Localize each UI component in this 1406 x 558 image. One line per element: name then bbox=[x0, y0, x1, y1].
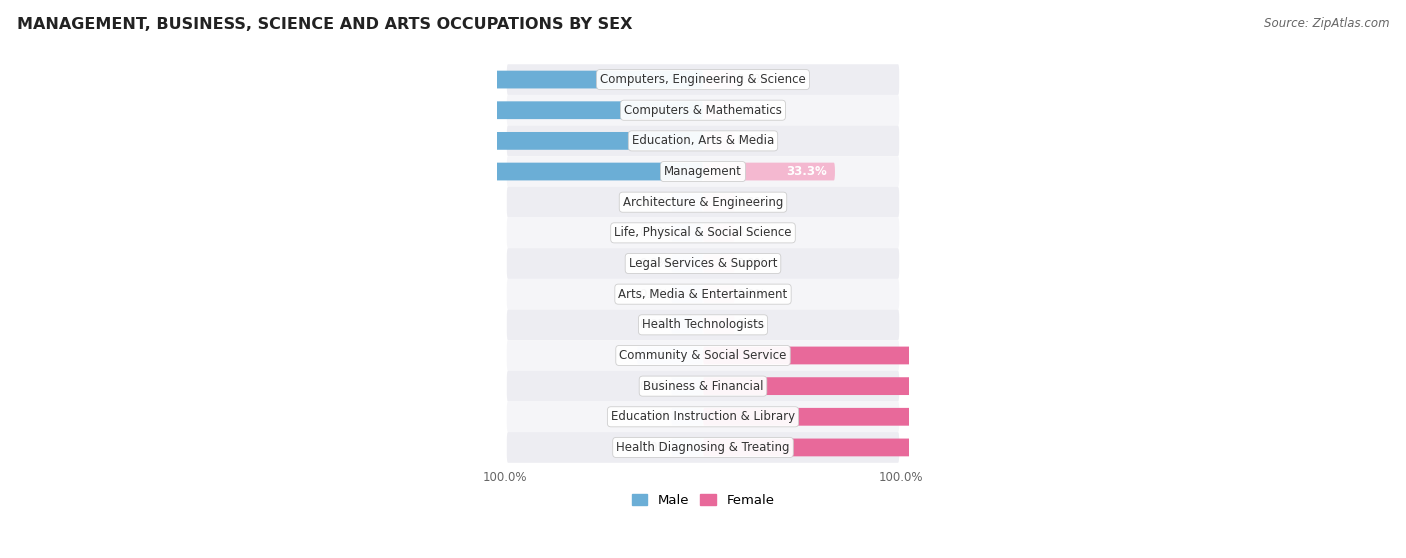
FancyBboxPatch shape bbox=[637, 347, 703, 364]
Text: Computers, Engineering & Science: Computers, Engineering & Science bbox=[600, 73, 806, 86]
Text: 66.7%: 66.7% bbox=[447, 165, 488, 178]
Text: 0.0%: 0.0% bbox=[737, 104, 766, 117]
Legend: Male, Female: Male, Female bbox=[626, 488, 780, 512]
FancyBboxPatch shape bbox=[671, 254, 703, 272]
FancyBboxPatch shape bbox=[506, 64, 900, 95]
FancyBboxPatch shape bbox=[703, 285, 735, 303]
FancyBboxPatch shape bbox=[506, 401, 900, 432]
FancyBboxPatch shape bbox=[703, 71, 735, 89]
FancyBboxPatch shape bbox=[703, 193, 735, 211]
Text: 0.0%: 0.0% bbox=[737, 134, 766, 147]
FancyBboxPatch shape bbox=[703, 316, 735, 334]
Text: 0.0%: 0.0% bbox=[640, 227, 669, 239]
Text: Community & Social Service: Community & Social Service bbox=[619, 349, 787, 362]
FancyBboxPatch shape bbox=[671, 316, 703, 334]
Text: Health Diagnosing & Treating: Health Diagnosing & Treating bbox=[616, 441, 790, 454]
FancyBboxPatch shape bbox=[671, 439, 703, 456]
Text: 0.0%: 0.0% bbox=[640, 441, 669, 454]
Text: 100.0%: 100.0% bbox=[315, 134, 364, 147]
FancyBboxPatch shape bbox=[703, 224, 735, 242]
Text: Health Technologists: Health Technologists bbox=[643, 318, 763, 331]
Text: 33.3%: 33.3% bbox=[786, 165, 827, 178]
Text: Legal Services & Support: Legal Services & Support bbox=[628, 257, 778, 270]
Text: Life, Physical & Social Science: Life, Physical & Social Science bbox=[614, 227, 792, 239]
FancyBboxPatch shape bbox=[506, 310, 900, 340]
FancyBboxPatch shape bbox=[506, 432, 900, 463]
Text: 0.0%: 0.0% bbox=[737, 288, 766, 301]
FancyBboxPatch shape bbox=[506, 95, 900, 126]
Text: Education Instruction & Library: Education Instruction & Library bbox=[612, 410, 794, 424]
Text: 100.0%: 100.0% bbox=[315, 73, 364, 86]
Text: Education, Arts & Media: Education, Arts & Media bbox=[631, 134, 775, 147]
Text: MANAGEMENT, BUSINESS, SCIENCE AND ARTS OCCUPATIONS BY SEX: MANAGEMENT, BUSINESS, SCIENCE AND ARTS O… bbox=[17, 17, 633, 32]
Text: 0.0%: 0.0% bbox=[737, 318, 766, 331]
Text: 0.0%: 0.0% bbox=[640, 288, 669, 301]
Text: 100.0%: 100.0% bbox=[1042, 410, 1091, 424]
FancyBboxPatch shape bbox=[506, 126, 900, 156]
Text: 0.0%: 0.0% bbox=[640, 379, 669, 393]
FancyBboxPatch shape bbox=[506, 187, 900, 218]
Text: 0.0%: 0.0% bbox=[737, 227, 766, 239]
Text: 100.0%: 100.0% bbox=[1042, 379, 1091, 393]
Text: Source: ZipAtlas.com: Source: ZipAtlas.com bbox=[1264, 17, 1389, 30]
Text: 0.0%: 0.0% bbox=[640, 257, 669, 270]
Text: 0.0%: 0.0% bbox=[640, 318, 669, 331]
FancyBboxPatch shape bbox=[506, 371, 900, 401]
FancyBboxPatch shape bbox=[506, 279, 900, 310]
FancyBboxPatch shape bbox=[506, 218, 900, 248]
Text: 16.7%: 16.7% bbox=[645, 349, 686, 362]
Text: Business & Financial: Business & Financial bbox=[643, 379, 763, 393]
FancyBboxPatch shape bbox=[703, 439, 1099, 456]
FancyBboxPatch shape bbox=[703, 132, 735, 150]
Text: 100.0%: 100.0% bbox=[1042, 441, 1091, 454]
FancyBboxPatch shape bbox=[703, 408, 1099, 426]
FancyBboxPatch shape bbox=[307, 102, 703, 119]
Text: Arts, Media & Entertainment: Arts, Media & Entertainment bbox=[619, 288, 787, 301]
Text: 0.0%: 0.0% bbox=[737, 73, 766, 86]
FancyBboxPatch shape bbox=[703, 377, 1099, 395]
Text: Computers & Mathematics: Computers & Mathematics bbox=[624, 104, 782, 117]
FancyBboxPatch shape bbox=[703, 347, 1033, 364]
Text: 0.0%: 0.0% bbox=[737, 257, 766, 270]
FancyBboxPatch shape bbox=[671, 408, 703, 426]
FancyBboxPatch shape bbox=[671, 285, 703, 303]
FancyBboxPatch shape bbox=[506, 340, 900, 371]
FancyBboxPatch shape bbox=[671, 193, 703, 211]
FancyBboxPatch shape bbox=[439, 162, 703, 180]
FancyBboxPatch shape bbox=[307, 71, 703, 89]
FancyBboxPatch shape bbox=[671, 224, 703, 242]
FancyBboxPatch shape bbox=[671, 377, 703, 395]
FancyBboxPatch shape bbox=[703, 162, 835, 180]
Text: 0.0%: 0.0% bbox=[737, 196, 766, 209]
FancyBboxPatch shape bbox=[307, 132, 703, 150]
FancyBboxPatch shape bbox=[703, 254, 735, 272]
Text: Management: Management bbox=[664, 165, 742, 178]
Text: 0.0%: 0.0% bbox=[640, 410, 669, 424]
Text: 100.0%: 100.0% bbox=[315, 104, 364, 117]
FancyBboxPatch shape bbox=[506, 248, 900, 279]
Text: 0.0%: 0.0% bbox=[640, 196, 669, 209]
Text: 83.3%: 83.3% bbox=[984, 349, 1025, 362]
FancyBboxPatch shape bbox=[703, 102, 735, 119]
FancyBboxPatch shape bbox=[506, 156, 900, 187]
Text: Architecture & Engineering: Architecture & Engineering bbox=[623, 196, 783, 209]
